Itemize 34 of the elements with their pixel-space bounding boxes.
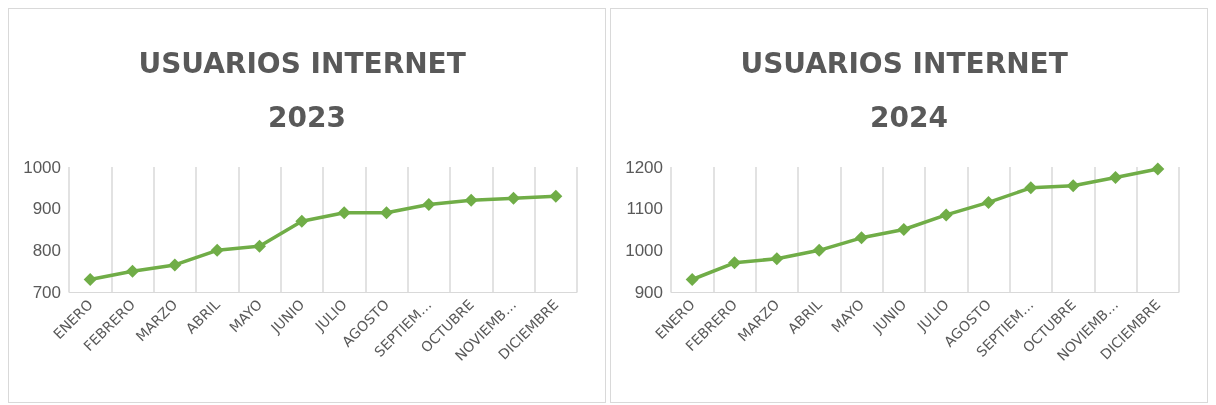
point (897, 223, 911, 236)
point (1024, 181, 1038, 195)
chart-title: USUARIOS INTERNET 2023 (138, 46, 476, 134)
point (728, 256, 741, 270)
point (464, 193, 478, 207)
chart-title: USUARIOS INTERNET 2024 (740, 46, 1078, 134)
point (507, 191, 520, 205)
point (83, 273, 97, 286)
point (253, 239, 266, 253)
point (812, 243, 826, 257)
point (295, 214, 309, 228)
point (1151, 162, 1165, 176)
point (210, 243, 224, 257)
point (168, 258, 182, 272)
y-tick-label: 1000 (625, 240, 663, 260)
point (770, 252, 784, 266)
point (685, 273, 699, 286)
y-tick-label: 1100 (626, 199, 663, 219)
y-tick-label: 1000 (23, 157, 61, 177)
point (855, 231, 868, 245)
y-tick-label: 900 (634, 282, 663, 302)
point (126, 264, 139, 278)
point (337, 206, 351, 220)
point (1109, 170, 1122, 184)
y-tick-label: 700 (32, 282, 61, 302)
point (422, 198, 436, 211)
point (549, 189, 563, 203)
y-tick-label: 1200 (625, 157, 663, 177)
y-tick-label: 900 (32, 199, 61, 219)
point (939, 208, 953, 222)
point (380, 206, 393, 220)
y-tick-label: 800 (32, 240, 61, 260)
point (1066, 179, 1080, 193)
point (982, 195, 995, 209)
